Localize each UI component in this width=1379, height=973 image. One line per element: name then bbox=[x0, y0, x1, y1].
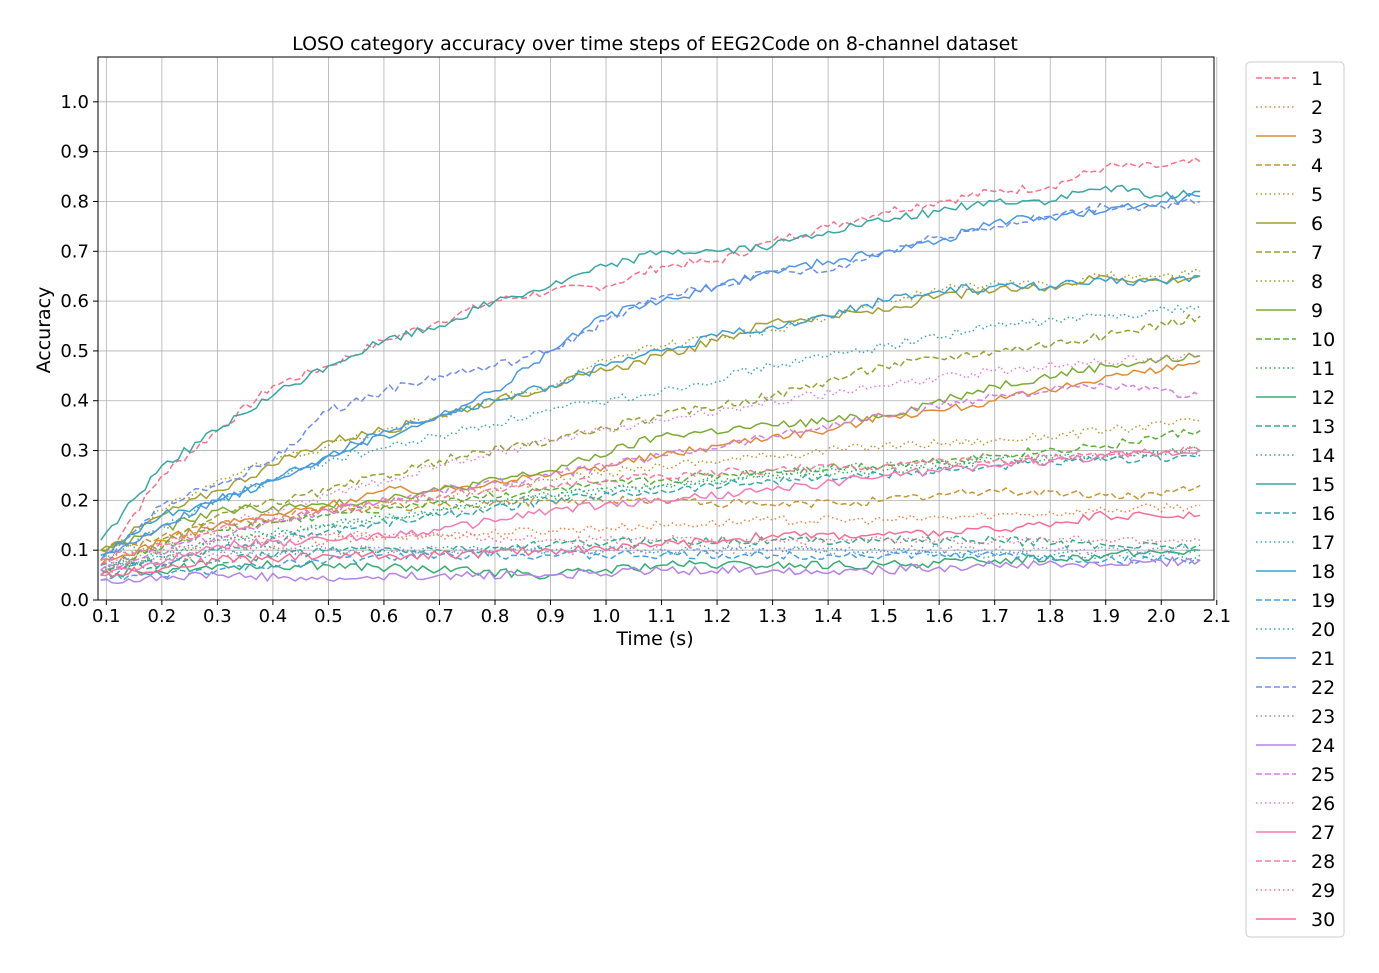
legend-label-28: 28 bbox=[1311, 851, 1335, 873]
series-line-18 bbox=[100, 274, 1201, 556]
series-line-28 bbox=[100, 446, 1201, 562]
legend-label-2: 2 bbox=[1311, 97, 1323, 119]
series-line-12 bbox=[100, 548, 1201, 580]
legend-label-30: 30 bbox=[1311, 909, 1335, 931]
x-tick-label: 1.6 bbox=[925, 606, 954, 627]
legend-label-24: 24 bbox=[1311, 735, 1335, 757]
series-line-13 bbox=[100, 534, 1201, 574]
x-tick-label: 0.1 bbox=[92, 606, 121, 627]
series-line-26 bbox=[100, 353, 1201, 568]
series-line-2 bbox=[100, 502, 1201, 574]
series-line-5 bbox=[100, 418, 1201, 561]
y-axis-label: Accuracy bbox=[33, 287, 55, 374]
legend-label-13: 13 bbox=[1311, 416, 1335, 438]
legend-label-1: 1 bbox=[1311, 68, 1323, 90]
series-line-30 bbox=[100, 510, 1201, 578]
y-tick-label: 0.3 bbox=[60, 441, 89, 462]
legend-label-10: 10 bbox=[1311, 329, 1335, 351]
x-tick-label: 0.4 bbox=[259, 606, 288, 627]
x-tick-label: 1.1 bbox=[647, 606, 676, 627]
y-tick-label: 0.6 bbox=[60, 291, 89, 312]
y-tick-label: 0.0 bbox=[60, 590, 89, 611]
y-tick-label: 1.0 bbox=[60, 92, 89, 113]
legend-label-19: 19 bbox=[1311, 590, 1335, 612]
series-line-23 bbox=[100, 544, 1201, 572]
grid-layer bbox=[98, 57, 1218, 601]
y-tick-label: 0.8 bbox=[60, 191, 89, 212]
legend-label-11: 11 bbox=[1311, 358, 1335, 380]
legend-label-3: 3 bbox=[1311, 126, 1323, 148]
series-line-29 bbox=[100, 529, 1201, 567]
x-tick-label: 1.3 bbox=[758, 606, 787, 627]
y-tick-label: 0.9 bbox=[60, 142, 89, 163]
legend-label-8: 8 bbox=[1311, 271, 1323, 293]
chart-title: LOSO category accuracy over time steps o… bbox=[292, 33, 1018, 55]
x-axis-ticks: 0.1 0.2 0.3 0.4 0.5 0.6 0.7 0.8 0.9 1.0 1.1 1.2 1.3 1… bbox=[92, 600, 1231, 627]
x-tick-label: 0.6 bbox=[370, 606, 399, 627]
legend-label-14: 14 bbox=[1311, 445, 1335, 467]
legend-label-16: 16 bbox=[1311, 503, 1335, 525]
y-tick-label: 0.7 bbox=[60, 241, 89, 262]
y-tick-label: 0.1 bbox=[60, 540, 89, 561]
series-line-10 bbox=[100, 428, 1201, 567]
series-line-19 bbox=[100, 549, 1201, 582]
y-tick-label: 0.4 bbox=[60, 391, 89, 412]
series-line-9 bbox=[100, 352, 1201, 552]
series-line-25 bbox=[100, 382, 1201, 571]
legend-label-29: 29 bbox=[1311, 880, 1335, 902]
legend-label-26: 26 bbox=[1311, 793, 1335, 815]
series-line-24 bbox=[100, 555, 1201, 585]
legend-label-6: 6 bbox=[1311, 213, 1323, 235]
x-tick-label: 2.1 bbox=[1202, 606, 1231, 627]
legend-label-18: 18 bbox=[1311, 561, 1335, 583]
x-tick-label: 1.9 bbox=[1091, 606, 1120, 627]
x-tick-label: 0.3 bbox=[203, 606, 232, 627]
x-tick-label: 0.5 bbox=[314, 606, 343, 627]
x-tick-label: 1.7 bbox=[980, 606, 1009, 627]
legend-label-7: 7 bbox=[1311, 242, 1323, 264]
legend-label-25: 25 bbox=[1311, 764, 1335, 786]
legend-label-27: 27 bbox=[1311, 822, 1335, 844]
x-tick-label: 1.4 bbox=[814, 606, 843, 627]
series-line-1 bbox=[100, 156, 1201, 561]
series-line-8 bbox=[100, 268, 1201, 556]
legend-label-5: 5 bbox=[1311, 184, 1323, 206]
legend-label-21: 21 bbox=[1311, 648, 1335, 670]
legend-label-20: 20 bbox=[1311, 619, 1335, 641]
series-line-3 bbox=[100, 360, 1201, 566]
series-line-16 bbox=[100, 452, 1201, 578]
series-line-7 bbox=[100, 313, 1201, 576]
series-line-6 bbox=[100, 274, 1201, 551]
series-line-22 bbox=[100, 197, 1201, 566]
series-line-15 bbox=[100, 184, 1201, 541]
series-line-21 bbox=[100, 192, 1201, 561]
x-axis-label: Time (s) bbox=[615, 628, 693, 650]
x-tick-label: 0.9 bbox=[536, 606, 565, 627]
legend-label-17: 17 bbox=[1311, 532, 1335, 554]
y-tick-label: 0.2 bbox=[60, 490, 89, 511]
x-tick-label: 1.2 bbox=[703, 606, 732, 627]
x-tick-label: 1.8 bbox=[1036, 606, 1065, 627]
y-tick-label: 0.5 bbox=[60, 341, 89, 362]
x-tick-label: 0.8 bbox=[481, 606, 510, 627]
legend-label-9: 9 bbox=[1311, 300, 1323, 322]
x-tick-label: 1.0 bbox=[592, 606, 621, 627]
legend: 1234567891011121314151617181920212223242… bbox=[1245, 61, 1345, 938]
series-line-27 bbox=[100, 449, 1201, 577]
x-tick-label: 0.2 bbox=[148, 606, 177, 627]
x-tick-label: 1.5 bbox=[869, 606, 898, 627]
legend-label-4: 4 bbox=[1311, 155, 1323, 177]
legend-label-22: 22 bbox=[1311, 677, 1335, 699]
plot-frame bbox=[97, 56, 1215, 601]
y-axis-ticks: 0.0 0.1 0.2 0.3 0.4 0.5 0.6 0.7 0.8 0.9 1.0 bbox=[60, 92, 98, 611]
series-line-11 bbox=[100, 446, 1201, 571]
x-tick-label: 2.0 bbox=[1147, 606, 1176, 627]
legend-label-23: 23 bbox=[1311, 706, 1335, 728]
legend-label-15: 15 bbox=[1311, 474, 1335, 496]
series-layer bbox=[100, 156, 1201, 585]
series-line-20 bbox=[100, 304, 1201, 561]
legend-label-12: 12 bbox=[1311, 387, 1335, 409]
x-tick-label: 0.7 bbox=[425, 606, 454, 627]
